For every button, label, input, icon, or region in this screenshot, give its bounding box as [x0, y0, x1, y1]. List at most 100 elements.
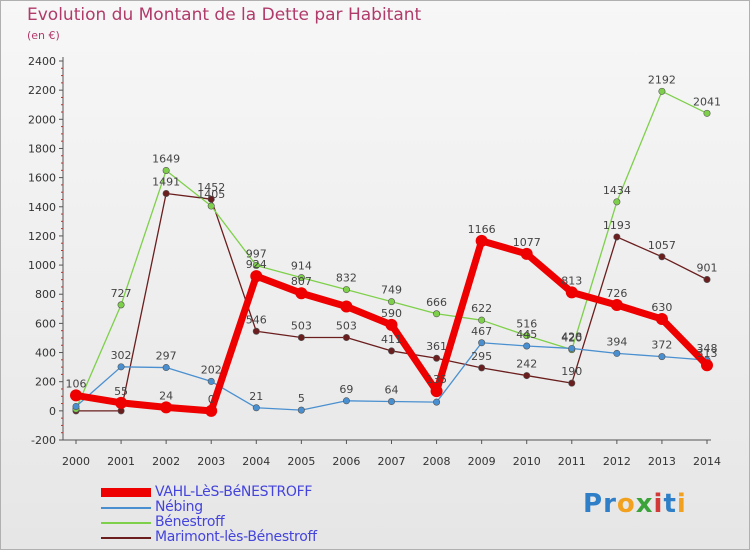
data-point: [613, 198, 621, 206]
data-label: 914: [291, 260, 312, 273]
data-point: [655, 313, 668, 326]
data-point: [117, 363, 125, 371]
data-label: 372: [651, 339, 672, 352]
y-tick-label: 1400: [28, 201, 56, 214]
data-label: 202: [201, 363, 222, 376]
data-point: [297, 406, 305, 414]
legend-label: VAHL-LèS-BéNESTROFF: [155, 484, 313, 500]
data-label: 630: [651, 301, 672, 314]
data-point: [297, 274, 305, 282]
data-label: 546: [246, 313, 267, 326]
data-point: [252, 404, 260, 412]
y-tick-label: 200: [35, 376, 56, 389]
data-label: 0: [208, 393, 215, 406]
data-point: [385, 318, 398, 331]
y-tick-label: 2000: [28, 113, 56, 126]
data-point: [523, 332, 531, 340]
legend-swatch: [101, 522, 151, 524]
data-label: 411: [381, 333, 402, 346]
data-label: 64: [385, 384, 399, 397]
x-tick-label: 2005: [287, 455, 315, 468]
logo-letter: r: [603, 489, 617, 519]
data-label: 503: [291, 320, 312, 333]
data-point: [658, 253, 666, 261]
data-label: 1491: [152, 176, 180, 189]
legend-swatch: [101, 488, 151, 497]
data-point: [340, 300, 353, 313]
data-point: [703, 276, 711, 284]
data-label: 5: [298, 392, 305, 405]
data-point: [342, 397, 350, 405]
logo-letter: i: [653, 489, 664, 519]
data-point: [115, 396, 128, 409]
x-tick-label: 2007: [378, 455, 406, 468]
x-tick-label: 2003: [197, 455, 225, 468]
logo-letter: t: [663, 489, 677, 519]
data-point: [252, 327, 260, 335]
data-point: [297, 334, 305, 342]
data-label: 445: [516, 328, 537, 341]
logo-letter: i: [676, 489, 687, 519]
data-point: [520, 247, 533, 260]
y-tick-label: 800: [35, 288, 56, 301]
data-label: 622: [471, 302, 492, 315]
x-tick-label: 2012: [603, 455, 631, 468]
data-label: 1452: [197, 181, 225, 194]
data-point: [478, 339, 486, 347]
data-point: [433, 398, 441, 406]
data-label: 666: [426, 296, 447, 309]
data-label: 394: [606, 335, 627, 348]
x-tick-label: 2004: [242, 455, 270, 468]
data-point: [387, 347, 395, 355]
data-label: 1434: [603, 184, 631, 197]
data-point: [205, 404, 218, 417]
data-point: [475, 234, 488, 247]
data-point: [565, 286, 578, 299]
data-point: [613, 233, 621, 241]
data-point: [295, 287, 308, 300]
x-tick-label: 2006: [332, 455, 360, 468]
data-label: 428: [561, 330, 582, 343]
data-point: [433, 354, 441, 362]
data-label: 297: [156, 350, 177, 363]
y-tick-label: 0: [49, 405, 56, 418]
data-point: [613, 349, 621, 357]
data-point: [117, 301, 125, 309]
data-label: 516: [516, 318, 537, 331]
y-tick-label: 1200: [28, 230, 56, 243]
y-tick-label: 600: [35, 317, 56, 330]
data-label: 361: [426, 340, 447, 353]
data-label: 190: [561, 365, 582, 378]
data-label: 1193: [603, 219, 631, 232]
y-tick-label: 1800: [28, 142, 56, 155]
data-label: 813: [561, 274, 582, 287]
x-tick-label: 2000: [62, 455, 90, 468]
data-label: 348: [697, 342, 718, 355]
unit-label: (en €): [27, 29, 60, 42]
y-tick-label: 2400: [28, 55, 56, 68]
data-point: [568, 379, 576, 387]
data-point: [342, 334, 350, 342]
data-label: 313: [697, 347, 718, 360]
data-point: [701, 359, 713, 372]
data-label: 807: [291, 275, 312, 288]
data-label: 420: [561, 332, 582, 345]
data-point: [523, 342, 531, 350]
data-label: 749: [381, 284, 402, 297]
x-tick-label: 2009: [468, 455, 496, 468]
data-point: [207, 377, 215, 385]
data-point: [252, 262, 260, 270]
chart-title: Evolution du Montant de la Dette par Hab…: [27, 5, 422, 25]
y-tick-label: 1000: [28, 259, 56, 272]
data-point: [207, 195, 215, 203]
data-point: [523, 372, 531, 380]
data-label: 242: [516, 358, 537, 371]
data-label: 24: [159, 389, 173, 402]
logo-letter: P: [583, 489, 604, 519]
data-label: 901: [697, 262, 718, 275]
x-tick-label: 2008: [423, 455, 451, 468]
data-label: 726: [606, 287, 627, 300]
legend-label: Bénestroff: [155, 514, 225, 530]
